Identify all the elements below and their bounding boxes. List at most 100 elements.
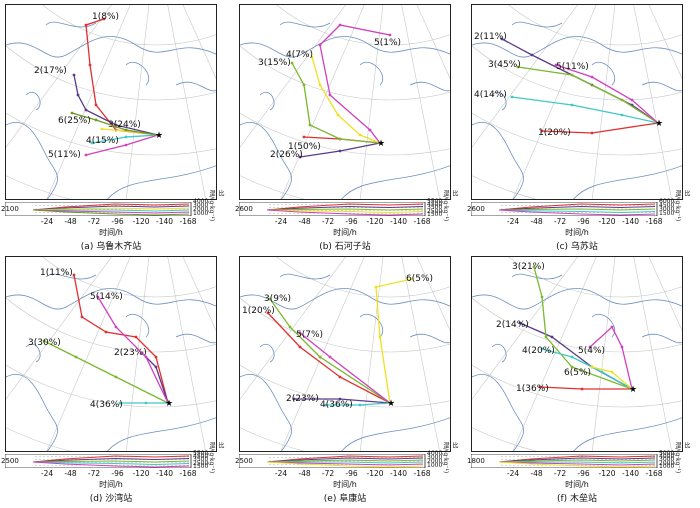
profile-line	[266, 208, 424, 211]
height-tick-label: 1500	[659, 210, 675, 217]
trajectory-marker	[104, 330, 108, 334]
start-height-label: 2500	[235, 457, 253, 465]
x-tick-label: -96	[345, 217, 358, 226]
trajectory-3	[43, 340, 169, 404]
trajectory-marker	[630, 98, 634, 102]
trajectory-label: 6(25%)	[58, 116, 91, 126]
trajectory-marker	[88, 63, 92, 67]
x-tick-label: -24	[40, 469, 54, 478]
profile-line	[32, 209, 190, 214]
profile-line	[32, 203, 190, 211]
height-profile: 2600 5500 4500 3500 2500 1500 比湿/(g·kg⁻¹)	[235, 190, 458, 221]
trajectory-marker	[540, 129, 544, 133]
x-tick-label: -120	[132, 469, 150, 478]
trajectory-1	[85, 18, 159, 136]
x-tick-label: -48	[530, 469, 543, 478]
trajectory-label: 2(23%)	[114, 348, 147, 358]
y-axis-label: 比湿/(g·kg⁻¹)	[208, 442, 224, 474]
height-tick-label: 4500	[193, 453, 209, 461]
trajectory-6	[375, 278, 413, 404]
trajectory-marker	[72, 273, 76, 277]
trajectory-marker	[76, 93, 80, 97]
x-tick-label: -140	[621, 217, 640, 226]
profile-svg	[471, 202, 658, 216]
trajectory-marker	[74, 355, 78, 359]
height-tick-label: 2500	[427, 207, 443, 215]
x-tick-label: -72	[321, 469, 335, 478]
station-star-icon: ★	[155, 131, 163, 141]
panel-2: 1(50%) 2(26%) 3(15%) 4(7%) 5(1%) ★ 2600 5500 450…	[235, 4, 458, 252]
border-lines	[491, 273, 615, 363]
x-tick-label: -120	[598, 469, 616, 478]
trajectory-marker	[100, 127, 104, 131]
profile-line	[32, 455, 190, 463]
profile-line	[266, 461, 424, 468]
x-tick-label: -96	[345, 469, 358, 478]
map-svg: 1(50%)2(26%) 3(15%)4(7%) 5(1%) ★	[240, 5, 450, 199]
profile-line	[266, 209, 424, 214]
trajectory-marker	[518, 321, 522, 325]
trajectory-marker	[530, 53, 534, 57]
trajectory-label: 2(26%)	[270, 150, 303, 160]
coastline	[6, 288, 216, 451]
height-tick-label: 1000	[193, 210, 209, 217]
trajectory-marker	[358, 133, 362, 137]
x-axis-label: 时间/h	[565, 480, 589, 489]
trajectory-label: 3(24%)	[108, 120, 141, 130]
graticule	[6, 257, 216, 451]
trajectory-marker	[310, 55, 314, 59]
panel-caption: (d) 沙湾站	[89, 494, 133, 504]
trajectory-marker	[302, 83, 306, 87]
trajectory-marker	[144, 401, 148, 405]
height-tick-label: 3000	[427, 454, 443, 461]
trajectory-1	[73, 274, 169, 404]
trajectory-marker	[620, 98, 624, 102]
height-tick-label: 1500	[427, 210, 443, 218]
trajectory-marker	[42, 339, 46, 343]
x-axis-label: 时间/h	[333, 228, 357, 237]
trajectory-marker	[378, 335, 382, 339]
trajectory-marker	[84, 23, 88, 27]
trajectory-label: 3(30%)	[28, 338, 61, 348]
profile-line	[266, 205, 424, 211]
profile-line	[266, 455, 424, 463]
trajectory-marker	[266, 311, 270, 315]
height-tick-label: 4000	[193, 198, 209, 205]
x-tick-label: -168	[645, 469, 663, 478]
trajectory-marker	[410, 277, 414, 281]
panel-3: 1(20%) 2(11%) 3(45%) 4(14%) 5(11%) ★ 2600 6000 4…	[467, 4, 690, 252]
trajectory-marker	[318, 355, 322, 359]
trajectory-map: 1(36%) 2(14%) 3(21%) 4(20%) 5(4%) 6(5%) ★	[471, 256, 683, 452]
trajectory-marker	[298, 345, 302, 349]
start-height-label: 2600	[235, 205, 253, 213]
border-lines	[259, 273, 383, 363]
trajectory-marker	[90, 141, 94, 145]
station-star-icon: ★	[629, 385, 637, 395]
x-axis-label: 时间/h	[565, 228, 589, 237]
station-star-icon: ★	[655, 119, 663, 129]
trajectory-marker	[570, 365, 574, 369]
panel-1: 1(8%) 2(17%) 3(24%) 4(15%) 5(11%) 6(25%) ★ 2100…	[1, 4, 224, 252]
trajectory-label: 1(8%)	[92, 12, 119, 22]
y-axis-label: 比湿/(g·kg⁻¹)	[674, 442, 690, 474]
profile-line	[32, 205, 190, 211]
trajectory-marker	[588, 345, 592, 349]
x-tick-label: -48	[64, 469, 77, 478]
trajectory-marker	[540, 347, 544, 351]
profile-line	[33, 209, 190, 212]
profile-svg	[5, 454, 192, 468]
x-tick-label: -140	[155, 217, 174, 226]
profile-svg	[471, 454, 658, 468]
trajectory-map: 1(20%) 2(23%) 3(9%) 4(36%) 5(7%) 6(5%) ★	[239, 256, 451, 452]
trajectory-marker	[114, 375, 118, 379]
height-profile: 2600 6000 4500 3000 1500 比湿/(g·kg⁻¹)	[467, 190, 690, 221]
coastline	[240, 288, 450, 451]
graticule	[240, 5, 450, 199]
x-tick-label: -168	[179, 217, 197, 226]
graticule	[6, 5, 216, 199]
trajectory-marker	[336, 113, 340, 117]
x-axis-label: 时间/h	[99, 480, 123, 489]
height-profile: 2100 4000 3000 2000 1000 比湿/(g·kg⁻¹)	[1, 190, 224, 221]
trajectory-marker	[328, 355, 332, 359]
trajectory-marker	[538, 385, 542, 389]
